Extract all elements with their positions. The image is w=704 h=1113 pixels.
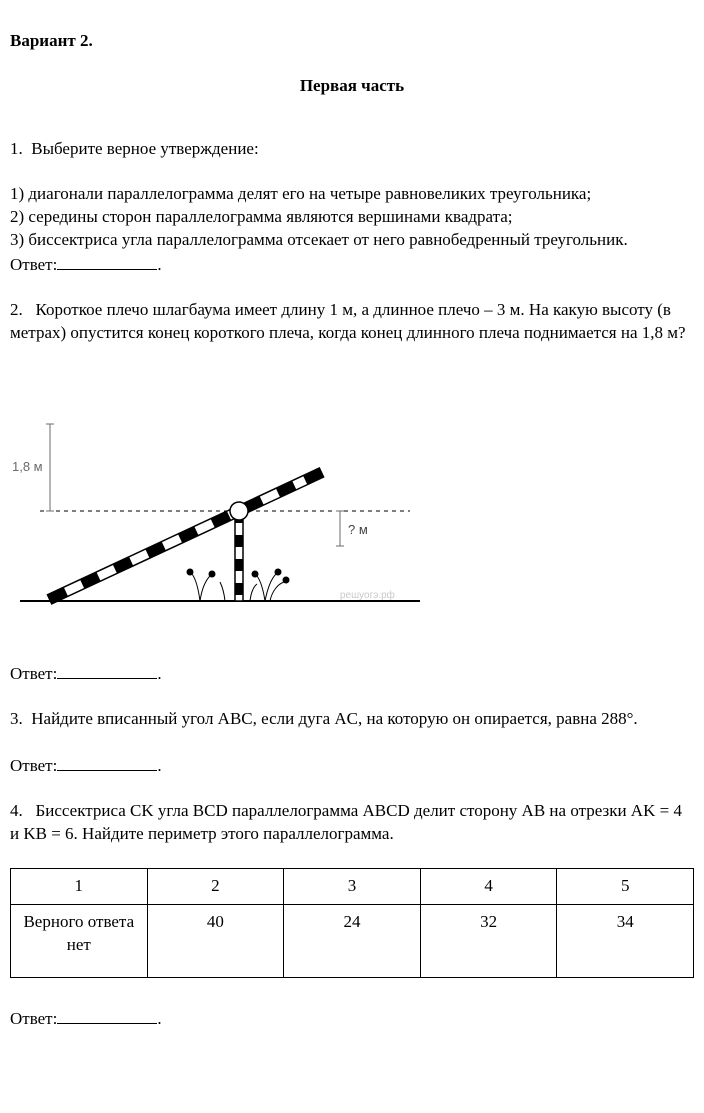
- section-title: Первая часть: [10, 75, 694, 98]
- q2-answer-blank[interactable]: [57, 661, 157, 679]
- page: Вариант 2. Первая часть 1. Выберите верн…: [0, 0, 704, 1083]
- q4-text: Биссектриса CK угла BCD параллелограмма …: [10, 801, 682, 843]
- q1-opt2: 2) середины сторон параллелограмма являю…: [10, 206, 694, 229]
- fig-watermark: решуогэ.рф: [340, 589, 395, 601]
- q2-answer-label: Ответ:: [10, 664, 57, 683]
- table-header-cell: 4: [420, 869, 557, 905]
- support-post: [235, 511, 243, 601]
- table-header-row: 1 2 3 4 5: [11, 869, 694, 905]
- q4-answer-table: 1 2 3 4 5 Верного ответа нет 40 24 32 34: [10, 868, 694, 978]
- q3-answer-label: Ответ:: [10, 756, 57, 775]
- table-cell: 32: [420, 905, 557, 978]
- q2-answer-end: .: [157, 664, 161, 683]
- q4-answer-row: Ответ:.: [10, 1006, 694, 1031]
- q1-number: 1.: [10, 139, 23, 158]
- q3-answer-blank[interactable]: [57, 753, 157, 771]
- table-cell: 24: [284, 905, 421, 978]
- table-header-cell: 2: [147, 869, 284, 905]
- q1-prompt: Выберите верное утверждение:: [31, 139, 258, 158]
- fig-unknown-label: ? м: [348, 522, 368, 537]
- q2-text: Короткое плечо шлагбаума имеет длину 1 м…: [10, 300, 686, 342]
- q4-number: 4.: [10, 801, 23, 820]
- q3-answer-row: Ответ:.: [10, 753, 694, 778]
- q1-answer-end: .: [157, 255, 161, 274]
- table-header-cell: 1: [11, 869, 148, 905]
- variant-title: Вариант 2.: [10, 30, 694, 53]
- table-header-cell: 3: [284, 869, 421, 905]
- q1-options: 1) диагонали параллелограмма делят его н…: [10, 183, 694, 277]
- q3-text: Найдите вписанный угол ABC, если дуга AC…: [31, 709, 637, 728]
- question-3: 3. Найдите вписанный угол ABC, если дуга…: [10, 708, 694, 731]
- q4-answer-blank[interactable]: [57, 1006, 157, 1024]
- table-row: Верного ответа нет 40 24 32 34: [11, 905, 694, 978]
- question-1: 1. Выберите верное утверждение:: [10, 138, 694, 161]
- barrier-svg: 1,8 м ? м решуогэ.рф: [10, 366, 430, 626]
- q4-answer-end: .: [157, 1009, 161, 1028]
- table-cell: 40: [147, 905, 284, 978]
- fig-height-label: 1,8 м: [12, 459, 43, 474]
- q4-answer-label: Ответ:: [10, 1009, 57, 1028]
- question-2: 2. Короткое плечо шлагбаума имеет длину …: [10, 299, 694, 345]
- q1-opt3: 3) биссектриса угла параллелограмма отсе…: [10, 229, 694, 252]
- q1-answer-label: Ответ:: [10, 255, 57, 274]
- table-header-cell: 5: [557, 869, 694, 905]
- q3-answer-end: .: [157, 756, 161, 775]
- question-4: 4. Биссектриса CK угла BCD параллелограм…: [10, 800, 694, 846]
- q2-number: 2.: [10, 300, 23, 319]
- barrier-arm: [46, 465, 325, 608]
- q1-answer-row: Ответ:.: [10, 252, 694, 277]
- q1-opt1: 1) диагонали параллелограмма делят его н…: [10, 183, 694, 206]
- q1-answer-blank[interactable]: [57, 252, 157, 270]
- barrier-figure: 1,8 м ? м решуогэ.рф: [10, 366, 694, 633]
- q3-number: 3.: [10, 709, 23, 728]
- q1-prompt-line: 1. Выберите верное утверждение:: [10, 138, 694, 161]
- q2-answer-row: Ответ:.: [10, 661, 694, 686]
- table-cell: Верного ответа нет: [11, 905, 148, 978]
- table-cell: 34: [557, 905, 694, 978]
